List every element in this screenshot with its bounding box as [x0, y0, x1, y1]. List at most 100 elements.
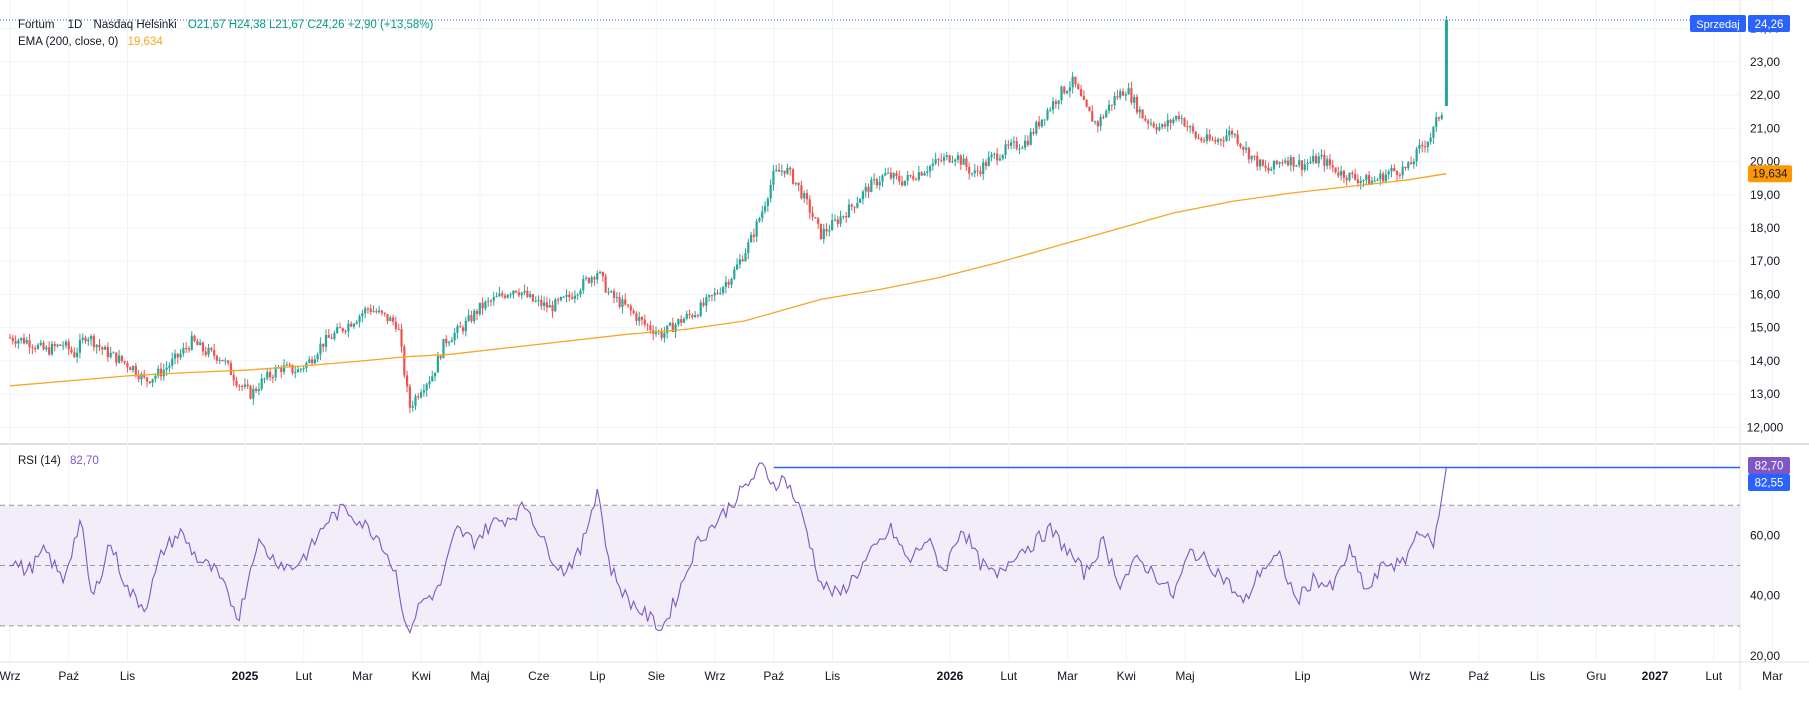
candle-body[interactable] [39, 342, 42, 345]
candle-body[interactable] [1043, 119, 1046, 121]
candle-body[interactable] [529, 294, 532, 297]
candle-body[interactable] [531, 294, 535, 302]
candle-body[interactable] [973, 170, 976, 174]
candle-body[interactable] [120, 355, 123, 362]
candle-body[interactable] [459, 326, 462, 328]
candle-body[interactable] [951, 161, 954, 163]
candle-body[interactable] [660, 331, 663, 338]
candle-body[interactable] [31, 347, 34, 349]
candle-body[interactable] [1440, 115, 1443, 119]
candle-body[interactable] [755, 221, 758, 237]
candle-body[interactable] [671, 322, 674, 332]
candle-body[interactable] [380, 310, 384, 313]
candle-body[interactable] [1225, 135, 1228, 141]
candle-body[interactable] [998, 158, 1002, 161]
candle-body[interactable] [663, 332, 666, 338]
candle-body[interactable] [1404, 166, 1407, 168]
candle-body[interactable] [1063, 86, 1066, 94]
candle-body[interactable] [554, 299, 557, 312]
candle-body[interactable] [495, 296, 498, 298]
candle-body[interactable] [106, 346, 109, 358]
candle-body[interactable] [937, 159, 940, 161]
candle-body[interactable] [965, 158, 968, 168]
candle-body[interactable] [330, 337, 333, 339]
candle-body[interactable] [805, 193, 809, 200]
candle-body[interactable] [1278, 162, 1281, 164]
candle-body[interactable] [81, 337, 84, 340]
candle-body[interactable] [850, 204, 853, 207]
candle-body[interactable] [996, 153, 999, 161]
candle-body[interactable] [109, 352, 112, 358]
candle-body[interactable] [1124, 94, 1127, 96]
candle-body[interactable] [668, 322, 672, 326]
candle-body[interactable] [867, 186, 870, 193]
candle-body[interactable] [794, 182, 797, 184]
candle-body[interactable] [1211, 139, 1214, 141]
candle-body[interactable] [254, 388, 258, 391]
candle-body[interactable] [1300, 160, 1304, 170]
candle-body[interactable] [92, 336, 95, 348]
candle-body[interactable] [419, 392, 423, 398]
candle-body[interactable] [386, 314, 389, 322]
candle-body[interactable] [252, 388, 255, 399]
candle-body[interactable] [696, 315, 700, 317]
candle-body[interactable] [319, 343, 322, 355]
candle-body[interactable] [1365, 175, 1368, 180]
candle-body[interactable] [887, 172, 890, 174]
candle-body[interactable] [724, 281, 728, 288]
candle-body[interactable] [313, 359, 316, 364]
candle-body[interactable] [822, 228, 825, 240]
candle-body[interactable] [744, 253, 747, 262]
candle-body[interactable] [397, 328, 400, 330]
candle-body[interactable] [903, 180, 906, 186]
candle-body[interactable] [763, 206, 767, 212]
candle-body[interactable] [705, 296, 708, 306]
candle-body[interactable] [752, 234, 755, 237]
candle-body[interactable] [162, 369, 165, 377]
candle-body[interactable] [601, 271, 604, 277]
candle-body[interactable] [492, 297, 495, 301]
rsi-label[interactable]: RSI (14) [18, 455, 61, 467]
candle-body[interactable] [719, 293, 722, 295]
candle-body[interactable] [680, 319, 683, 323]
candle-body[interactable] [185, 347, 188, 349]
candle-body[interactable] [1001, 154, 1004, 159]
candle-body[interactable] [157, 368, 160, 376]
candle-body[interactable] [551, 305, 554, 312]
candle-body[interactable] [674, 324, 677, 332]
candle-body[interactable] [324, 335, 328, 347]
candle-body[interactable] [411, 405, 414, 408]
candle-body[interactable] [131, 365, 135, 371]
candle-body[interactable] [336, 327, 339, 333]
candle-body[interactable] [629, 305, 632, 311]
candle-body[interactable] [1015, 141, 1018, 149]
candle-body[interactable] [649, 325, 652, 331]
candle-body[interactable] [1208, 134, 1211, 140]
candle-body[interactable] [987, 157, 990, 167]
candle-body[interactable] [568, 294, 571, 298]
candle-body[interactable] [982, 162, 985, 174]
candle-body[interactable] [1214, 140, 1217, 142]
candle-body[interactable] [369, 308, 372, 312]
candle-body[interactable] [101, 347, 104, 350]
candle-body[interactable] [310, 359, 314, 364]
candle-body[interactable] [1334, 167, 1337, 173]
candle-body[interactable] [36, 344, 40, 349]
symbol-name[interactable]: Fortum [18, 19, 54, 31]
candle-body[interactable] [1040, 119, 1044, 127]
candle-body[interactable] [1018, 148, 1021, 150]
candle-body[interactable] [895, 173, 898, 176]
candle-body[interactable] [1303, 164, 1306, 170]
candle-body[interactable] [646, 324, 649, 326]
candle-body[interactable] [1309, 161, 1312, 164]
candle-body[interactable] [1407, 162, 1410, 168]
candle-body[interactable] [836, 219, 839, 224]
candle-body[interactable] [847, 204, 851, 218]
candle-body[interactable] [1242, 146, 1245, 150]
candle-body[interactable] [1435, 117, 1438, 127]
candle-body[interactable] [1298, 160, 1301, 166]
candle-body[interactable] [853, 206, 856, 208]
candle-body[interactable] [1026, 140, 1030, 145]
candle-body[interactable] [1421, 144, 1424, 147]
candle-body[interactable] [361, 313, 364, 317]
